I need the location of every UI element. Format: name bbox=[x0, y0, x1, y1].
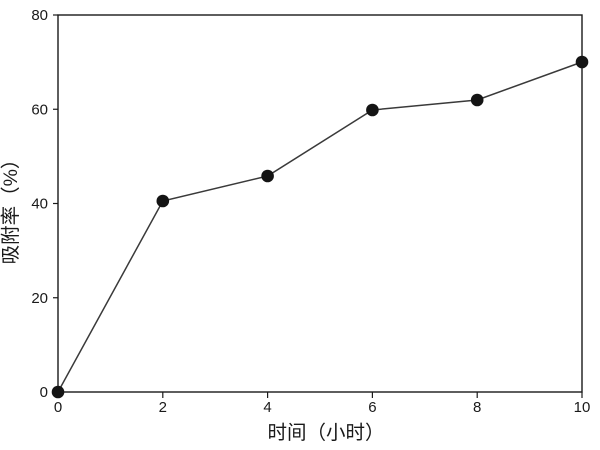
svg-text:2: 2 bbox=[159, 399, 167, 416]
svg-text:0: 0 bbox=[54, 399, 62, 416]
svg-text:吸附率（%）: 吸附率（%） bbox=[0, 150, 22, 265]
svg-text:40: 40 bbox=[31, 196, 48, 213]
svg-text:0: 0 bbox=[40, 384, 48, 401]
svg-text:时间（小时）: 时间（小时） bbox=[267, 422, 384, 444]
svg-text:60: 60 bbox=[31, 101, 48, 118]
svg-text:6: 6 bbox=[368, 399, 376, 416]
svg-text:4: 4 bbox=[263, 399, 271, 416]
svg-text:80: 80 bbox=[31, 7, 48, 24]
svg-text:10: 10 bbox=[574, 399, 591, 416]
svg-text:20: 20 bbox=[31, 290, 48, 307]
svg-text:8: 8 bbox=[473, 399, 481, 416]
